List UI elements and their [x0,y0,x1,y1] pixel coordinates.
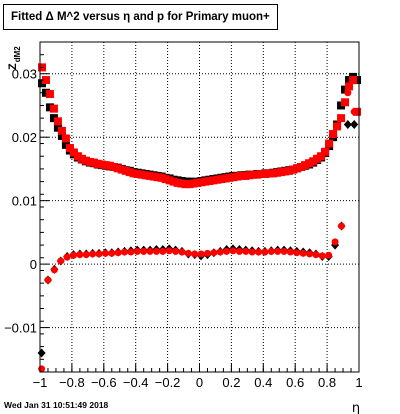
y-tick-label: 0.03 [12,67,37,82]
timestamp-footer: Wed Jan 31 10:51:49 2018 [4,400,109,410]
chart-title: Fitted Δ M^2 versus η and p for Primary … [3,4,278,30]
y-tick-label: 0.02 [12,130,37,145]
circle-marker [38,365,46,373]
circle-marker [210,249,218,257]
y-axis-label: ZdM2 [7,46,22,70]
x-tick-label: −0.6 [91,375,117,390]
circle-marker [318,252,326,260]
circle-marker [114,249,122,257]
circle-marker [178,248,186,256]
y-tick-label: 0 [30,257,37,272]
square-marker [341,98,350,107]
circle-marker [299,249,307,257]
circle-marker [108,249,116,257]
x-tick-label: 0.2 [222,375,240,390]
circle-marker [69,251,77,259]
square-marker [317,152,326,161]
x-tick-label: 0.6 [286,375,304,390]
y-tick-labels: −0.01 0 0.01 0.02 0.03 [4,67,37,336]
circle-marker [325,251,333,259]
square-marker [325,139,334,148]
y-tick-label: −0.01 [4,321,37,336]
circle-marker [344,89,352,97]
series-1 [37,63,362,189]
circle-marker [242,247,250,255]
circle-marker [146,247,154,255]
square-marker [333,122,342,131]
y-axis-label-sub: dM2 [13,46,22,63]
square-marker [61,134,70,143]
x-tick-label: −1 [33,375,48,390]
x-tick-label: 0.8 [318,375,336,390]
circle-marker [191,250,199,258]
circle-marker [82,251,90,259]
square-marker [57,126,66,135]
circle-marker [57,257,65,265]
grid-lines [39,42,360,372]
square-marker [45,90,54,99]
circle-marker [127,248,135,256]
x-tick-label: −0.4 [123,375,149,390]
circle-marker [89,250,97,258]
circle-marker [274,247,282,255]
square-marker [337,114,346,123]
data-markers [37,63,362,373]
circle-marker [121,248,129,256]
circle-marker [44,276,52,284]
square-marker [41,76,50,85]
diamond-marker [350,120,359,129]
diamond-marker [37,348,46,358]
square-marker [329,130,338,139]
circle-marker [312,251,320,259]
circle-marker [280,247,288,255]
circle-marker [229,247,237,255]
circle-marker [350,108,358,116]
circle-marker [140,247,148,255]
circle-marker [203,249,211,257]
x-axis-label: η [352,401,360,414]
circle-marker [216,248,224,256]
x-tick-label: 0 [196,375,203,390]
circle-marker [255,248,263,256]
circle-marker [159,247,167,255]
circle-marker [248,248,256,256]
x-tick-labels: −1 −0.8 −0.6 −0.4 −0.2 0 0.2 0.4 0.6 0.8 1 [33,375,363,390]
square-marker [321,147,330,156]
x-tick-label: −0.2 [155,375,181,390]
circle-marker [101,249,109,257]
square-marker [65,143,74,152]
circle-marker [223,247,231,255]
x-tick-label: 1 [355,375,362,390]
series-3 [38,89,358,373]
circle-marker [267,247,275,255]
circle-marker [197,250,205,258]
x-tick-label: 0.4 [254,375,272,390]
circle-marker [184,249,192,257]
circle-marker [331,238,339,246]
square-marker [345,82,354,91]
circle-marker [235,247,243,255]
circle-marker [50,266,58,274]
circle-marker [152,247,160,255]
y-axis-label-main: Z [7,63,19,70]
axis-ticks [39,41,360,373]
circle-marker [337,222,345,230]
circle-marker [261,248,269,256]
circle-marker [133,247,141,255]
circle-marker [165,247,173,255]
square-marker [349,76,358,85]
square-marker [53,117,62,126]
x-tick-label: −0.8 [59,375,85,390]
circle-marker [95,250,103,258]
y-tick-label: 0.01 [12,194,37,209]
circle-marker [286,248,294,256]
circle-marker [293,249,301,257]
diamond-marker [343,120,352,129]
square-marker [49,104,58,113]
circle-marker [306,250,314,258]
circle-marker [76,251,84,259]
circle-marker [63,253,71,261]
circle-marker [172,247,180,255]
